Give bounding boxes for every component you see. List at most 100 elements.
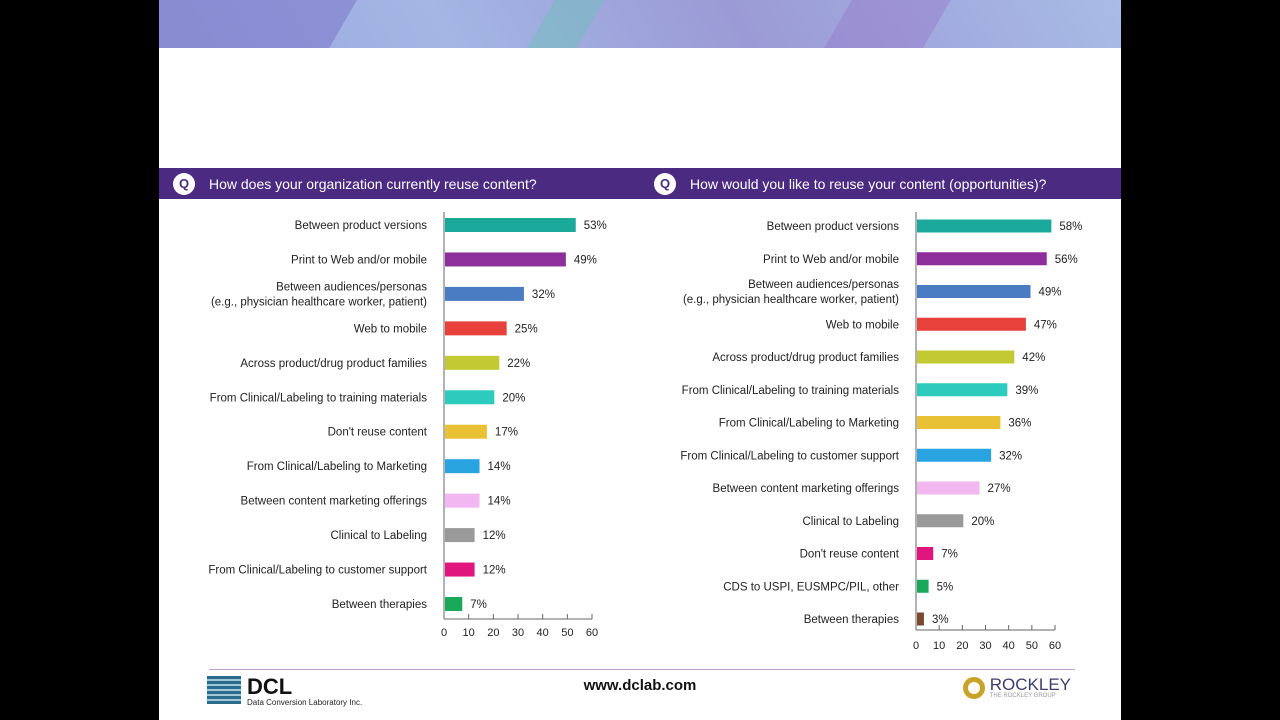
data-label: 49% (1039, 287, 1062, 299)
x-tick-label: 30 (512, 627, 524, 639)
dcl-logo-text: DCL (247, 674, 293, 699)
category-label: Don't reuse content (800, 549, 900, 561)
data-label: 7% (941, 549, 958, 561)
category-label: Between content marketing offerings (241, 496, 428, 508)
category-label: Clinical to Labeling (802, 516, 899, 528)
footer-divider (209, 669, 1075, 670)
bar (445, 493, 480, 508)
data-label: 17% (495, 427, 518, 439)
x-tick-label: 50 (1026, 640, 1038, 652)
x-tick-label: 60 (1049, 640, 1061, 652)
category-label: Between product versions (295, 220, 428, 232)
rockley-logo-text: ROCKLEY (989, 675, 1071, 694)
category-label: Don't reuse content (328, 427, 428, 439)
category-label: Web to mobile (826, 319, 899, 331)
category-label: Between therapies (804, 614, 900, 626)
category-label: Print to Web and/or mobile (291, 254, 427, 266)
bar (445, 286, 524, 301)
bar (917, 383, 1008, 397)
data-label: 42% (1022, 352, 1045, 364)
data-label: 47% (1034, 319, 1057, 331)
bar (917, 547, 934, 560)
bar (445, 321, 507, 336)
data-label: 12% (483, 565, 506, 577)
dcl-cube-icon (207, 676, 241, 704)
category-label: Between audiences/personas (276, 281, 427, 293)
x-tick-label: 0 (913, 640, 919, 652)
bar (917, 252, 1047, 266)
data-label: 7% (470, 599, 487, 611)
data-label: 3% (932, 614, 949, 626)
category-label: From Clinical/Labeling to training mater… (210, 392, 428, 404)
x-tick-label: 50 (561, 627, 573, 639)
bar (917, 514, 964, 528)
footer-url[interactable]: www.dclab.com (583, 677, 697, 694)
x-tick-label: 20 (956, 640, 968, 652)
data-label: 14% (488, 496, 511, 508)
x-tick-label: 40 (537, 627, 549, 639)
data-label: 5% (937, 581, 954, 593)
bar (917, 285, 1031, 298)
category-label: Across product/drug product families (712, 352, 899, 364)
data-label: 12% (483, 530, 506, 542)
bar (445, 355, 500, 370)
bar (917, 350, 1015, 364)
category-label: Between product versions (767, 221, 900, 233)
data-label: 20% (502, 392, 525, 404)
bar (445, 390, 495, 405)
category-label: From Clinical/Labeling to Marketing (247, 461, 427, 473)
x-tick-label: 10 (463, 627, 475, 639)
data-label: 32% (532, 289, 555, 301)
bar (917, 416, 1001, 429)
chart-title-left: How does your organization currently reu… (209, 175, 537, 192)
question-header-right: Q How would you like to reuse your conte… (640, 168, 1121, 199)
category-label: From Clinical/Labeling to customer suppo… (680, 450, 899, 462)
category-label: From Clinical/Labeling to Marketing (719, 418, 899, 430)
bar (917, 219, 1052, 233)
data-label: 27% (988, 483, 1011, 495)
rockley-logo: ROCKLEY THE ROCKLEY GROUP (962, 675, 1071, 699)
dcl-logo: DCL Data Conversion Laboratory Inc. (207, 676, 362, 707)
data-label: 49% (574, 254, 597, 266)
x-tick-label: 0 (441, 627, 447, 639)
category-label: Print to Web and/or mobile (763, 254, 899, 266)
question-icon: Q (173, 172, 195, 195)
bar (917, 317, 1026, 331)
x-tick-label: 40 (1003, 640, 1015, 652)
bar (445, 218, 576, 232)
bar (917, 481, 980, 495)
category-label: Across product/drug product families (240, 358, 427, 370)
bar (445, 424, 487, 439)
category-label: Web to mobile (354, 323, 427, 335)
x-tick-label: 20 (487, 627, 499, 639)
bar (917, 448, 992, 462)
rockley-ring-icon (962, 676, 985, 699)
category-label: Clinical to Labeling (330, 530, 427, 542)
bar (445, 528, 475, 543)
data-label: 20% (971, 516, 994, 528)
category-label: (e.g., physician healthcare worker, pati… (683, 294, 899, 306)
data-label: 56% (1055, 254, 1078, 266)
dcl-logo-subtitle: Data Conversion Laboratory Inc. (247, 698, 363, 707)
data-label: 14% (488, 461, 511, 473)
rockley-logo-subtitle: THE ROCKLEY GROUP (989, 693, 1056, 699)
chart-title-right: How would you like to reuse your content… (690, 175, 1047, 192)
x-tick-label: 60 (586, 627, 598, 639)
bar (445, 459, 480, 474)
question-icon: Q (654, 172, 676, 195)
data-label: 58% (1059, 221, 1082, 233)
data-label: 25% (515, 323, 538, 335)
bar (445, 562, 475, 577)
category-label: Between content marketing offerings (713, 483, 900, 495)
category-label: From Clinical/Labeling to training mater… (682, 385, 900, 397)
category-label: (e.g., physician healthcare worker, pati… (211, 296, 427, 308)
data-label: 36% (1008, 418, 1031, 430)
category-label: Between therapies (332, 599, 428, 611)
data-label: 22% (507, 358, 530, 370)
category-label: CDS to USPI, EUSMPC/PIL, other (723, 581, 899, 593)
question-header-left: Q How does your organization currently r… (159, 168, 640, 199)
bar (917, 612, 924, 626)
data-label: 39% (1015, 385, 1038, 397)
bar (445, 597, 463, 611)
